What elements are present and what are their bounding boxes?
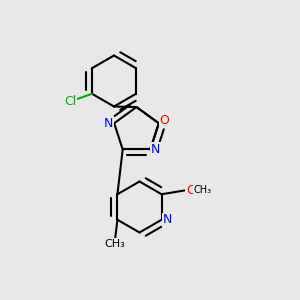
Text: CH₃: CH₃ <box>194 185 212 195</box>
Text: N: N <box>151 143 160 156</box>
Text: O: O <box>159 114 169 128</box>
Text: N: N <box>163 213 172 226</box>
Text: N: N <box>104 117 113 130</box>
Text: O: O <box>186 184 196 197</box>
Text: Cl: Cl <box>64 95 76 108</box>
Text: CH₃: CH₃ <box>104 239 125 249</box>
